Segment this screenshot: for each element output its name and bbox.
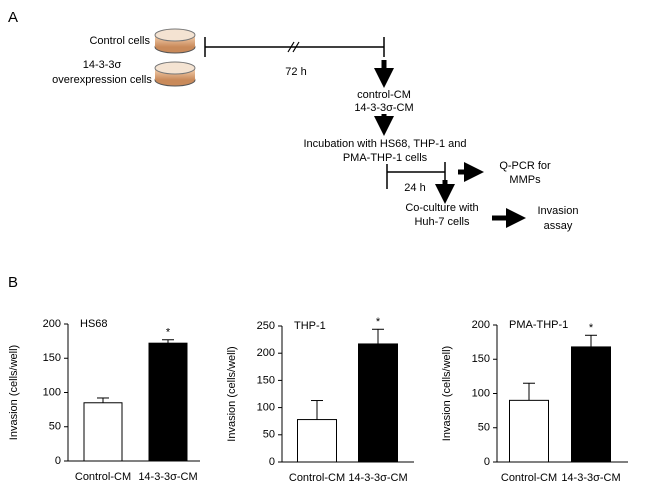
- panel-label: B: [8, 274, 18, 291]
- chart-title: PMA-THP-1: [509, 319, 568, 331]
- y-tick-label: 100: [257, 402, 275, 414]
- bar: [83, 402, 123, 462]
- bar: [358, 343, 398, 463]
- chart-title: THP-1: [294, 320, 326, 332]
- label: overexpression cells: [52, 74, 152, 86]
- chart-title: HS68: [80, 318, 108, 330]
- label: MMPs: [509, 174, 541, 186]
- bar: [148, 342, 188, 462]
- x-tick-label: 14-3-3σ-CM: [561, 472, 620, 484]
- label: Q-PCR for: [499, 160, 551, 172]
- label: 14-3-3σ: [83, 59, 122, 71]
- y-tick-label: 50: [263, 429, 275, 441]
- label: Control cells: [89, 35, 150, 47]
- label: Co-culture with: [405, 202, 478, 214]
- y-tick-label: 0: [269, 456, 275, 468]
- x-tick-label: 14-3-3σ-CM: [348, 472, 407, 484]
- x-tick-label: 14-3-3σ-CM: [138, 471, 197, 483]
- y-tick-label: 200: [472, 319, 490, 331]
- significance-marker: *: [376, 316, 381, 328]
- label: Incubation with HS68, THP-1 and: [303, 138, 466, 150]
- bar: [297, 419, 337, 463]
- label: 72 h: [285, 66, 306, 78]
- y-tick-label: 150: [472, 353, 490, 365]
- label: control-CM: [357, 89, 411, 101]
- arrow: [374, 60, 526, 228]
- y-tick-label: 250: [257, 320, 275, 332]
- y-axis-label: Invasion (cells/well): [8, 345, 20, 440]
- label: 24 h: [404, 182, 425, 194]
- bar: [509, 399, 549, 463]
- significance-marker: *: [589, 322, 594, 334]
- timeline: [204, 37, 446, 189]
- y-tick-label: 150: [257, 374, 275, 386]
- panel-label: A: [8, 9, 18, 26]
- x-tick-label: Control-CM: [289, 472, 345, 484]
- label: Huh-7 cells: [414, 216, 470, 228]
- label: assay: [544, 220, 573, 232]
- x-tick-label: Control-CM: [75, 471, 131, 483]
- x-tick-label: Control-CM: [501, 472, 557, 484]
- significance-marker: *: [166, 327, 171, 339]
- y-tick-label: 50: [478, 422, 490, 434]
- bar: [571, 346, 611, 463]
- label: Invasion: [538, 205, 579, 217]
- y-tick-label: 200: [257, 347, 275, 359]
- y-tick-label: 0: [484, 456, 490, 468]
- label: PMA-THP-1 cells: [343, 152, 428, 164]
- y-axis-label: Invasion (cells/well): [441, 346, 453, 441]
- y-tick-label: 200: [43, 318, 61, 330]
- dish-icon: [154, 61, 196, 87]
- y-tick-label: 150: [43, 352, 61, 364]
- label: 14-3-3σ-CM: [354, 102, 413, 114]
- y-tick-label: 50: [49, 421, 61, 433]
- y-tick-label: 100: [43, 386, 61, 398]
- y-axis-label: Invasion (cells/well): [226, 346, 238, 441]
- y-tick-label: 100: [472, 387, 490, 399]
- y-tick-label: 0: [55, 455, 61, 467]
- dish-icon: [154, 28, 196, 54]
